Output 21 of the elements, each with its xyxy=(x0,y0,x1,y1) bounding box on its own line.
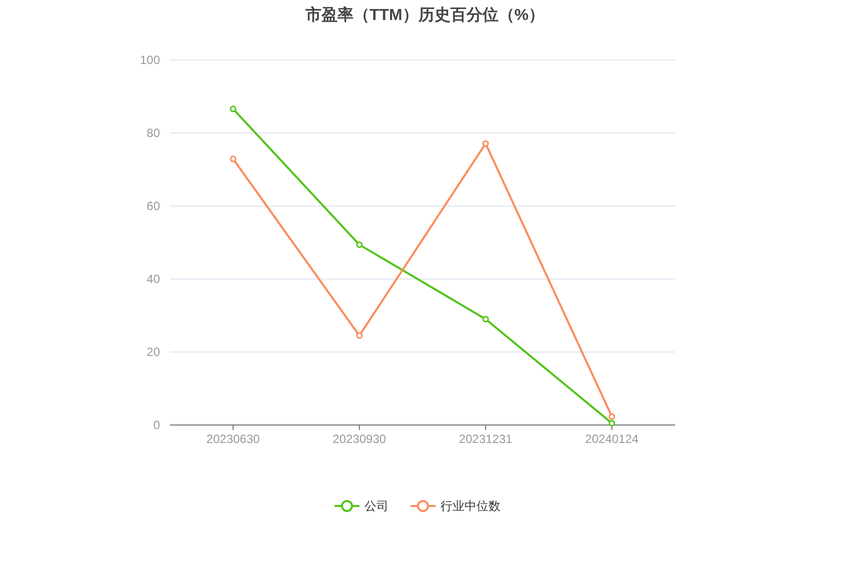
y-tick-label: 0 xyxy=(153,418,160,432)
legend-label: 公司 xyxy=(364,499,388,513)
x-tick-label: 20230630 xyxy=(206,432,260,446)
point xyxy=(230,106,236,112)
y-tick-label: 100 xyxy=(140,53,160,67)
point xyxy=(482,316,489,322)
point xyxy=(356,332,363,339)
y-tick-label: 40 xyxy=(146,272,160,286)
legend-label: 行业中位数 xyxy=(440,499,500,513)
point xyxy=(482,140,489,147)
point xyxy=(608,420,616,426)
y-tick-label: 20 xyxy=(146,345,160,359)
x-tick-label: 20231231 xyxy=(458,432,513,446)
point xyxy=(356,241,363,248)
y-tick-label: 60 xyxy=(146,199,160,213)
x-tick-label: 20230930 xyxy=(332,432,386,446)
y-tick-label: 80 xyxy=(146,126,160,140)
chart-title: 市盈率（TTM）历史百分位（%） xyxy=(304,5,545,24)
x-tick-label: 20240124 xyxy=(585,432,639,446)
point xyxy=(608,413,616,420)
point xyxy=(230,156,236,162)
